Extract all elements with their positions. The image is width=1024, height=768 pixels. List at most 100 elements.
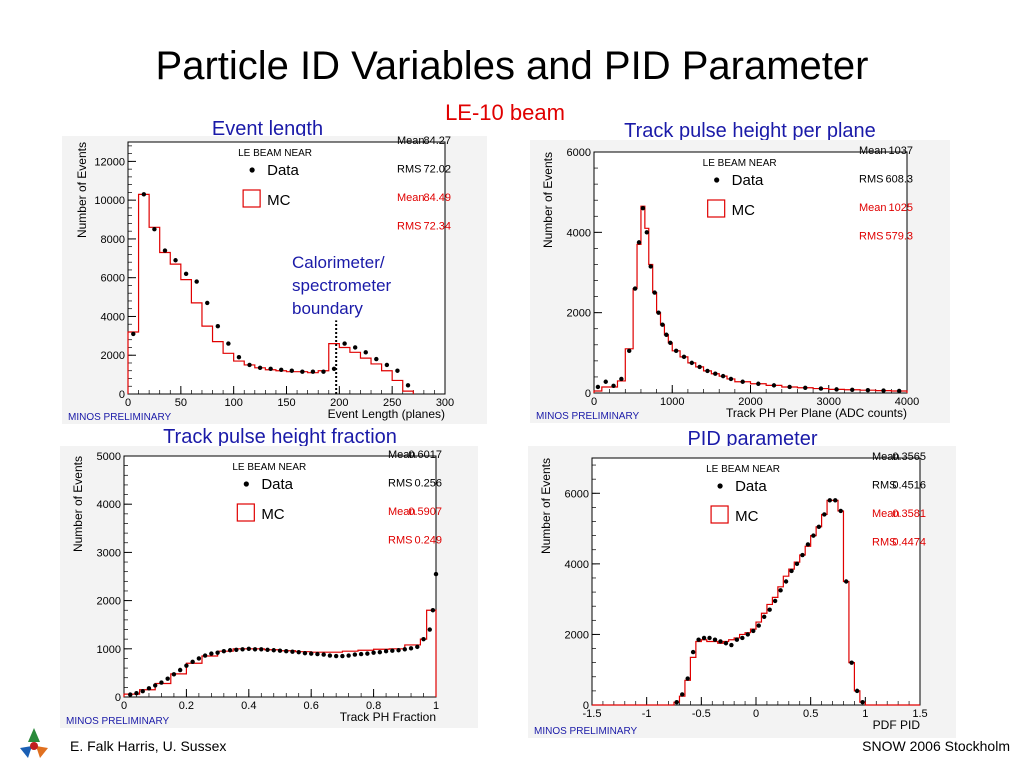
data-point (896, 388, 902, 394)
legend-mc-label: MC (732, 202, 755, 219)
data-point (668, 340, 673, 345)
legend-data-label: Data (735, 478, 767, 495)
stats-label: Mean (397, 192, 425, 204)
data-point (833, 498, 838, 503)
data-point (644, 230, 650, 235)
y-tick-label: 4000 (565, 559, 589, 571)
stats-label: RMS (397, 164, 421, 176)
data-point (433, 571, 439, 577)
data-point (340, 653, 345, 659)
data-point (421, 636, 426, 642)
x-axis-label: Event Length (planes) (328, 407, 445, 421)
plot-frame (127, 141, 446, 395)
x-tick-label: 4000 (895, 396, 919, 408)
y-tick-label: 6000 (565, 488, 589, 500)
data-point (146, 686, 152, 691)
y-tick-label: 1000 (97, 644, 121, 656)
stats-label: RMS (859, 174, 883, 186)
y-tick-label: 0 (583, 700, 589, 712)
stats-value: 0.4516 (892, 480, 926, 492)
stats-value: 579.3 (885, 231, 913, 243)
x-tick-label: 100 (224, 397, 242, 409)
data-point (227, 648, 233, 653)
legend-mc-label: MC (267, 192, 290, 209)
stats-value: 0.256 (414, 478, 442, 490)
x-tick-label: 0.5 (803, 708, 818, 720)
footer-author: E. Falk Harris, U. Sussex (70, 738, 227, 754)
data-point (729, 642, 734, 648)
data-point (226, 341, 231, 346)
data-point (221, 649, 227, 654)
data-point (402, 647, 407, 652)
data-point (762, 614, 767, 619)
data-point (595, 384, 601, 390)
beam-tag: LE BEAM NEAR (703, 158, 777, 169)
data-point (321, 369, 326, 374)
data-point (408, 646, 414, 651)
data-point (603, 379, 608, 384)
stats-value: 0.4474 (892, 537, 926, 549)
data-point (778, 588, 783, 593)
data-point (152, 227, 157, 232)
plot-frame (593, 151, 908, 394)
chart-svg: 0 1000 2000 3000 4000 0 2000 4000 6000 Track PH P… (536, 145, 919, 422)
data-point (265, 647, 270, 652)
data-point (246, 646, 251, 651)
stats-label: Mean (872, 508, 900, 520)
data-point (707, 635, 712, 641)
legend-mc-marker (242, 189, 261, 208)
data-point (205, 300, 210, 306)
preliminary-label: MINOS PRELIMINARY (66, 716, 169, 727)
data-point (165, 676, 170, 681)
data-point (767, 607, 772, 612)
y-tick-label: 4000 (97, 499, 121, 511)
legend-mc-label: MC (261, 506, 284, 523)
data-point (183, 271, 189, 277)
data-point (822, 512, 827, 517)
x-tick-label: 0.6 (304, 700, 319, 712)
preliminary-label: MINOS PRELIMINARY (536, 411, 639, 422)
chart-track-ph-per-plane: 0 1000 2000 3000 4000 0 2000 4000 6000 Track PH P… (530, 140, 950, 423)
y-tick-label: 4000 (567, 227, 591, 239)
stats-value: 72.02 (423, 164, 451, 176)
panel-title-ph-fraction: Track pulse height fraction (163, 426, 397, 448)
data-point (315, 651, 320, 657)
data-point (701, 635, 707, 641)
x-tick-label: 1 (433, 700, 439, 712)
stats-label: Mean (388, 449, 416, 461)
stats-label: Mean (859, 202, 887, 214)
data-point (787, 384, 792, 390)
x-tick-label: 150 (277, 397, 295, 409)
data-point (740, 379, 745, 384)
stats-value: 1037 (889, 145, 913, 157)
data-point (860, 699, 865, 705)
x-tick-label: 1.5 (912, 708, 927, 720)
stats-label: RMS (872, 537, 896, 549)
slide-title: Particle ID Variables and PID Parameter (155, 44, 869, 88)
data-point (141, 192, 147, 197)
stats-label: Mean (859, 145, 887, 157)
x-tick-label: 0 (121, 700, 127, 712)
data-point (712, 637, 718, 642)
data-point (268, 366, 273, 371)
y-tick-label: 3000 (97, 547, 121, 559)
x-axis-label: Track PH Fraction (340, 710, 436, 724)
data-point (390, 648, 395, 653)
x-tick-label: 300 (436, 397, 454, 409)
data-point (321, 652, 326, 657)
data-point (673, 348, 679, 354)
stats-value: 0.5907 (408, 506, 442, 518)
data-point (611, 383, 616, 388)
data-point (805, 542, 811, 547)
data-point (300, 369, 305, 374)
data-point (640, 206, 646, 211)
beam-tag: LE BEAM NEAR (232, 462, 306, 473)
x-axis-label: Track PH Per Plane (ADC counts) (726, 406, 907, 420)
preliminary-label: MINOS PRELIMINARY (534, 726, 637, 737)
data-point (789, 568, 794, 574)
beam-tag: LE BEAM NEAR (706, 464, 780, 475)
data-point (162, 248, 168, 253)
y-tick-label: 2000 (565, 629, 589, 641)
x-tick-label: -0.5 (692, 708, 711, 720)
x-tick-label: -1.5 (583, 708, 602, 720)
